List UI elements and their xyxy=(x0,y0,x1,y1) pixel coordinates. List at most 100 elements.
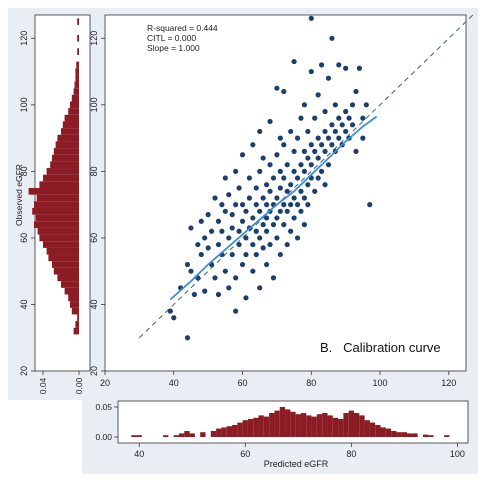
data-point xyxy=(308,15,314,21)
data-point xyxy=(198,251,204,258)
y-histogram-bar xyxy=(64,114,79,122)
data-point xyxy=(329,122,335,128)
data-point xyxy=(356,65,363,71)
data-point xyxy=(215,241,222,248)
y-histogram-bar xyxy=(57,274,79,282)
y-histogram-bar xyxy=(52,261,79,268)
data-point xyxy=(260,222,266,228)
x-histogram-bar xyxy=(311,416,317,437)
y-histogram-bar xyxy=(37,227,79,235)
data-point xyxy=(250,215,256,221)
x-tick-label: 80 xyxy=(346,449,356,459)
data-point xyxy=(343,128,349,135)
x-histogram-bar xyxy=(306,415,312,437)
x-histogram-bar xyxy=(422,434,429,437)
data-point xyxy=(353,148,359,155)
data-point xyxy=(305,202,311,208)
y-axis-ticks: 20 40 60 80 100 120 0.04 0.00 xyxy=(19,31,84,394)
data-point xyxy=(188,268,194,274)
x-histogram-bar xyxy=(232,425,238,437)
x-axis-title: Predicted eGFR xyxy=(264,459,329,469)
y-histogram-bar xyxy=(70,301,79,308)
y-histogram-bar xyxy=(71,94,79,102)
data-point xyxy=(281,175,287,181)
data-point xyxy=(325,162,332,168)
x-tick-label: 100 xyxy=(450,449,465,459)
y-tick-label: 120 xyxy=(89,31,99,46)
data-point xyxy=(253,185,259,191)
y-histogram-bar xyxy=(75,74,79,82)
data-point xyxy=(301,102,308,108)
data-point xyxy=(284,241,290,248)
data-point xyxy=(267,118,273,125)
data-point xyxy=(305,182,311,188)
data-point xyxy=(274,152,280,158)
data-point xyxy=(253,228,259,234)
data-point xyxy=(315,155,321,161)
data-point xyxy=(353,88,359,95)
x-histogram-bar xyxy=(216,428,222,437)
data-point xyxy=(305,155,311,161)
data-point xyxy=(319,62,325,68)
data-point xyxy=(319,168,325,174)
main-plot-area xyxy=(104,14,467,372)
data-point xyxy=(312,188,318,194)
data-point xyxy=(253,202,259,208)
x-tick-label: 40 xyxy=(134,449,144,459)
data-point xyxy=(233,308,239,314)
data-point xyxy=(298,162,304,168)
data-point xyxy=(284,208,290,214)
data-point xyxy=(205,245,211,251)
data-point xyxy=(212,275,218,281)
y-tick-label: 80 xyxy=(89,166,99,176)
y-histogram-bar xyxy=(28,188,80,195)
x-histogram-bar xyxy=(131,435,137,437)
data-point xyxy=(198,218,204,224)
data-point xyxy=(226,235,232,241)
x-histogram-bar xyxy=(316,414,323,437)
stat-citl: CITL = 0.000 xyxy=(147,33,196,43)
data-point xyxy=(336,115,342,121)
data-point xyxy=(239,202,246,208)
data-point xyxy=(346,115,352,121)
x-histogram-bar xyxy=(444,435,450,437)
x-histogram-bar xyxy=(274,410,280,437)
x-histogram-bar xyxy=(237,422,243,437)
y-histogram-bar xyxy=(57,134,79,142)
x-histogram-bar xyxy=(327,415,333,437)
data-point xyxy=(332,102,338,108)
y-histogram-bar xyxy=(50,161,79,169)
data-point xyxy=(325,75,332,81)
y-histogram-bar xyxy=(74,81,79,89)
data-point xyxy=(308,68,314,75)
data-point xyxy=(332,128,338,135)
data-point xyxy=(257,235,263,241)
y-histogram-bar xyxy=(77,34,79,42)
x-histogram-bar xyxy=(401,432,408,437)
x-histogram-bar xyxy=(200,432,206,437)
data-point xyxy=(184,261,191,268)
y-histogram-bar xyxy=(77,48,79,55)
data-point xyxy=(257,168,263,174)
data-point xyxy=(360,135,366,141)
x-tick-label: 60 xyxy=(240,449,250,459)
data-point xyxy=(219,228,225,234)
y-histogram-bar xyxy=(32,207,79,215)
x-histogram-bar xyxy=(184,431,190,437)
data-point xyxy=(277,208,283,214)
data-point xyxy=(298,208,304,214)
x-histogram-bar xyxy=(253,417,259,437)
data-point xyxy=(291,58,297,65)
y-histogram xyxy=(28,18,80,335)
data-point xyxy=(329,35,335,41)
x-tick-label: 120 xyxy=(441,378,456,388)
y-histogram-bar xyxy=(61,281,79,288)
data-point xyxy=(291,215,297,221)
data-point xyxy=(243,208,249,214)
x-tick-label: 40 xyxy=(169,378,179,388)
data-point xyxy=(184,335,191,341)
data-point xyxy=(284,162,290,168)
data-point xyxy=(270,222,277,228)
data-point xyxy=(308,162,314,168)
data-point xyxy=(229,225,235,231)
